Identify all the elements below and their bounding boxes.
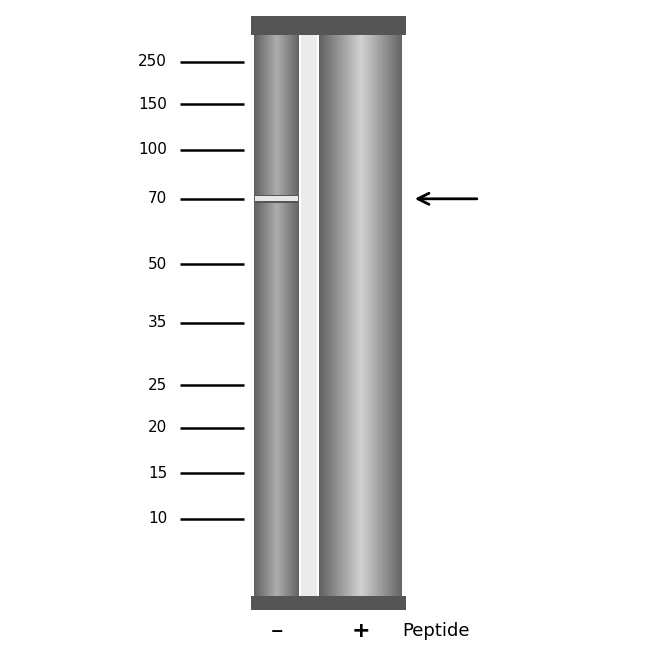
Bar (348, 32, 349, 607)
Bar (367, 32, 369, 607)
Bar (400, 32, 402, 607)
Bar (351, 32, 352, 607)
Bar (340, 32, 341, 607)
Bar (378, 32, 379, 607)
Bar (360, 32, 361, 607)
Bar (396, 32, 397, 607)
Bar (326, 32, 327, 607)
Text: 150: 150 (138, 97, 167, 111)
Bar (380, 32, 381, 607)
Bar (356, 32, 357, 607)
Bar (379, 32, 380, 607)
Bar (332, 32, 333, 607)
Bar (376, 32, 378, 607)
Bar (393, 32, 394, 607)
Bar (385, 32, 387, 607)
Bar (395, 32, 396, 607)
Bar (322, 32, 323, 607)
Bar (337, 32, 339, 607)
Bar (327, 32, 328, 607)
Bar (399, 32, 400, 607)
Bar (381, 32, 382, 607)
Bar (388, 32, 389, 607)
Bar (328, 32, 329, 607)
Bar (384, 32, 385, 607)
Bar (373, 32, 374, 607)
Bar (331, 32, 332, 607)
Bar (350, 32, 351, 607)
Bar (397, 32, 398, 607)
Text: 70: 70 (148, 191, 167, 206)
Bar (387, 32, 388, 607)
Bar (345, 32, 346, 607)
Bar (333, 32, 334, 607)
Text: 25: 25 (148, 378, 167, 393)
Text: 10: 10 (148, 511, 167, 527)
Bar (391, 32, 393, 607)
Bar (334, 32, 335, 607)
Text: 35: 35 (148, 316, 167, 330)
Bar (359, 32, 360, 607)
Bar (394, 32, 395, 607)
Bar (330, 32, 331, 607)
Bar (358, 32, 359, 607)
Bar (341, 32, 342, 607)
Bar (366, 32, 367, 607)
Bar (338, 32, 339, 607)
Bar (390, 32, 391, 607)
Bar (352, 32, 354, 607)
Bar (329, 32, 330, 607)
Bar (375, 32, 376, 607)
Bar (361, 32, 363, 607)
Bar (255, 195, 298, 196)
Bar (357, 32, 358, 607)
Bar (389, 32, 390, 607)
Bar (363, 32, 364, 607)
Bar (374, 32, 375, 607)
Text: 250: 250 (138, 54, 167, 69)
Text: 15: 15 (148, 466, 167, 481)
Bar (255, 202, 298, 203)
Bar (255, 195, 298, 203)
Bar (319, 32, 320, 607)
Bar (344, 32, 345, 607)
Bar (324, 32, 325, 607)
Bar (349, 32, 350, 607)
Bar (355, 32, 356, 607)
Bar (339, 32, 340, 607)
Bar (323, 32, 324, 607)
Bar (320, 32, 321, 607)
Bar (251, 596, 406, 610)
Bar (382, 32, 384, 607)
Bar (364, 32, 365, 607)
Bar (335, 32, 336, 607)
Text: 50: 50 (148, 256, 167, 272)
Bar (370, 32, 372, 607)
Bar (398, 32, 399, 607)
Text: –: – (270, 619, 283, 643)
Text: 100: 100 (138, 142, 167, 158)
Text: Peptide: Peptide (402, 622, 470, 641)
Bar (343, 32, 344, 607)
Bar (372, 32, 373, 607)
Bar (369, 32, 370, 607)
Bar (321, 32, 322, 607)
Bar (251, 16, 406, 36)
Text: +: + (351, 621, 370, 641)
Bar (301, 32, 317, 607)
Bar (336, 32, 337, 607)
Bar (325, 32, 326, 607)
Bar (346, 32, 348, 607)
Bar (354, 32, 355, 607)
Text: 20: 20 (148, 420, 167, 435)
Bar (365, 32, 366, 607)
Bar (342, 32, 343, 607)
